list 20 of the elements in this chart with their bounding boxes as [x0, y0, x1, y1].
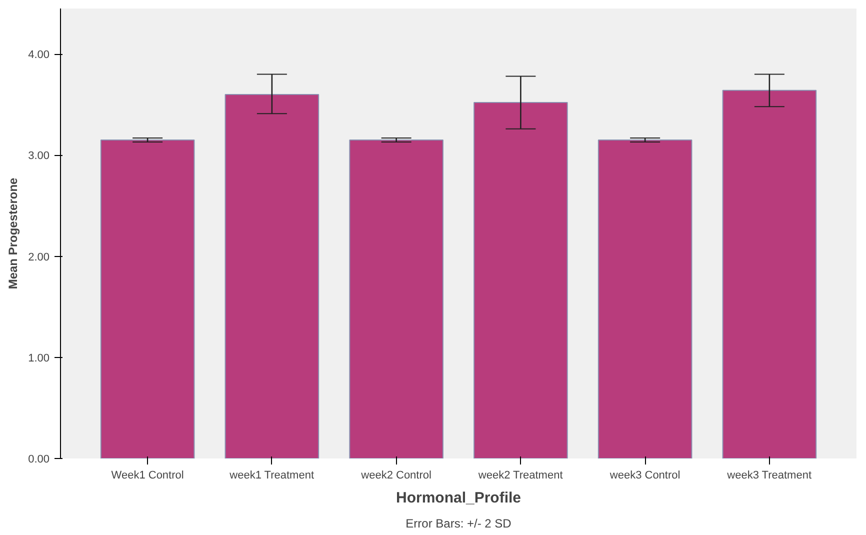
bar	[722, 90, 817, 458]
x-tick-label: week2 Treatment	[477, 470, 563, 482]
x-tick-label: Week1 Control	[111, 470, 184, 482]
bar	[349, 139, 444, 458]
y-tick-label: 2.00	[28, 251, 50, 264]
y-tick-label: 3.00	[28, 150, 50, 162]
x-tick-label: week2 Control	[360, 470, 432, 482]
x-tick-label: week3 Treatment	[726, 470, 812, 482]
x-tick-label: week1 Treatment	[228, 470, 314, 482]
x-tick-label: week3 Control	[608, 470, 680, 482]
bar	[100, 139, 195, 458]
bar	[474, 102, 568, 458]
bar	[224, 94, 320, 458]
x-axis-title: Hormonal_Profile	[396, 490, 522, 506]
y-tick-label: 1.00	[28, 352, 50, 364]
bar	[598, 139, 692, 458]
y-tick-label: 4.00	[28, 49, 50, 62]
y-axis-title: Mean Progesterone	[6, 177, 20, 290]
y-tick-label: 0.00	[28, 454, 50, 466]
text: Error Bars: +/- 2 SD	[406, 516, 512, 530]
